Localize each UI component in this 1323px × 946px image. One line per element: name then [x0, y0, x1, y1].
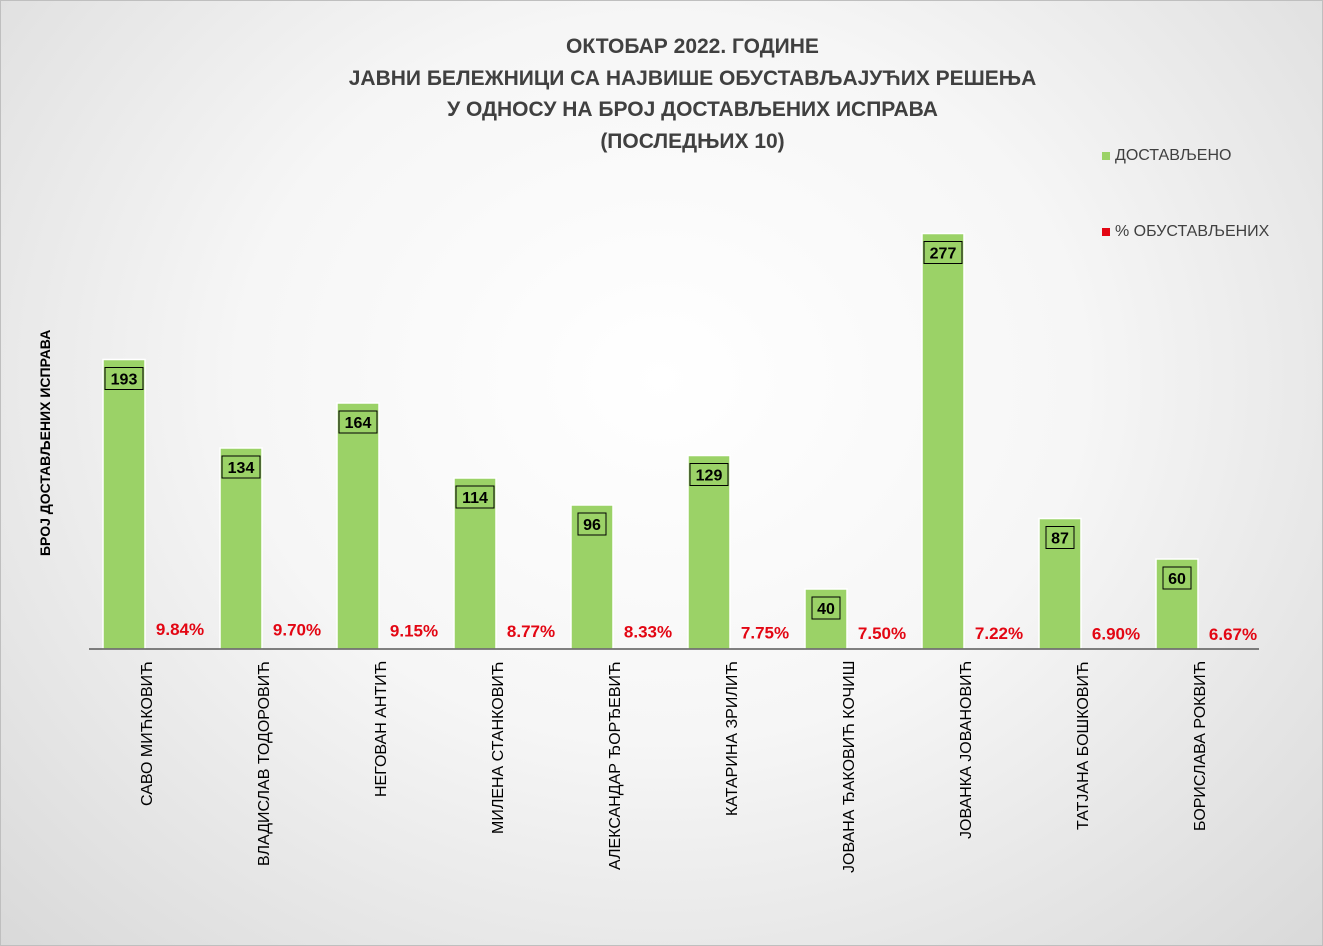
legend-label-delivered: ДОСТАВЉЕНО [1115, 147, 1232, 164]
bar-data-label: 60 [1168, 571, 1186, 588]
bar-data-label-box [577, 512, 607, 536]
x-tick-label: АЛЕКСАНДАР ЂОРЂЕВИЋ [606, 661, 624, 870]
bar-data-label: 277 [930, 246, 957, 263]
bar-data-label-box [455, 485, 495, 509]
pct-data-label: 9.15% [390, 621, 438, 640]
pct-data-label: 9.84% [156, 620, 204, 639]
legend-item-suspended: % ОБУСТАВЉЕНИХ [1102, 223, 1269, 241]
bar-data-label-box [923, 241, 963, 264]
x-tick-label: САВО МИЋКОВИЋ [138, 661, 156, 806]
bar-delivered [102, 358, 146, 650]
bar-data-label: 96 [583, 517, 601, 534]
bar-data-label: 164 [345, 415, 372, 432]
bar-data-label: 87 [1051, 531, 1069, 548]
bar-delivered [219, 447, 263, 650]
bar-data-label: 193 [111, 372, 138, 389]
pct-data-label: 7.22% [975, 624, 1023, 643]
bar-data-label: 129 [696, 468, 723, 485]
bar-delivered [336, 402, 380, 650]
legend-swatch-delivered [1102, 152, 1110, 160]
bar-data-label-box [1045, 526, 1075, 549]
bar-data-label-box [689, 463, 729, 486]
bar-data-label-box [338, 410, 378, 434]
bar-data-label-box [104, 367, 144, 390]
legend-swatch-suspended [1102, 228, 1110, 236]
bar-data-label: 40 [817, 601, 835, 618]
pct-data-label: 9.70% [273, 620, 321, 639]
x-tick-label: ЈОВАНКА ЈОВАНОВИЋ [957, 660, 975, 839]
bar-data-label-box [1162, 566, 1192, 590]
chart-title: ОКТОБАР 2022. ГОДИНЕ ЈАВНИ БЕЛЕЖНИЦИ СА … [348, 35, 1037, 153]
x-tick-label: МИЛЕНА СТАНКОВИЋ [489, 661, 507, 834]
pct-data-label: 8.33% [624, 623, 672, 642]
x-tick-label: БОРИСЛАВА РОКВИЋ [1191, 660, 1209, 831]
pct-data-label: 8.77% [507, 622, 555, 641]
pct-data-label: 7.50% [858, 624, 906, 643]
bar-delivered [687, 454, 731, 650]
bar-data-label-box [811, 596, 841, 620]
x-tick-label: НЕГОВАН АНТИЋ [372, 660, 390, 797]
bar-data-label-box [221, 455, 261, 479]
x-tick-label: КАТАРИНА ЗРИЛИЋ [723, 661, 741, 816]
pct-data-label: 7.75% [741, 623, 789, 642]
legend-item-delivered: ДОСТАВЉЕНО [1102, 147, 1231, 165]
legend-label-suspended: % ОБУСТАВЉЕНИХ [1115, 223, 1270, 240]
pct-data-label: 6.90% [1092, 625, 1140, 644]
x-tick-label: ВЛАДИСЛАВ ТОДОРОВИЋ [255, 661, 273, 866]
pct-data-label: 6.67% [1209, 625, 1257, 644]
bar-delivered [921, 232, 965, 650]
x-tick-label: ТАТЈАНА БОШКОВИЋ [1074, 661, 1092, 830]
bar-data-label: 114 [462, 490, 488, 507]
bar-data-label: 134 [228, 460, 255, 477]
x-tick-label: ЈОВАНА ЂАКОВИЋ КОЧИШ [840, 660, 858, 873]
